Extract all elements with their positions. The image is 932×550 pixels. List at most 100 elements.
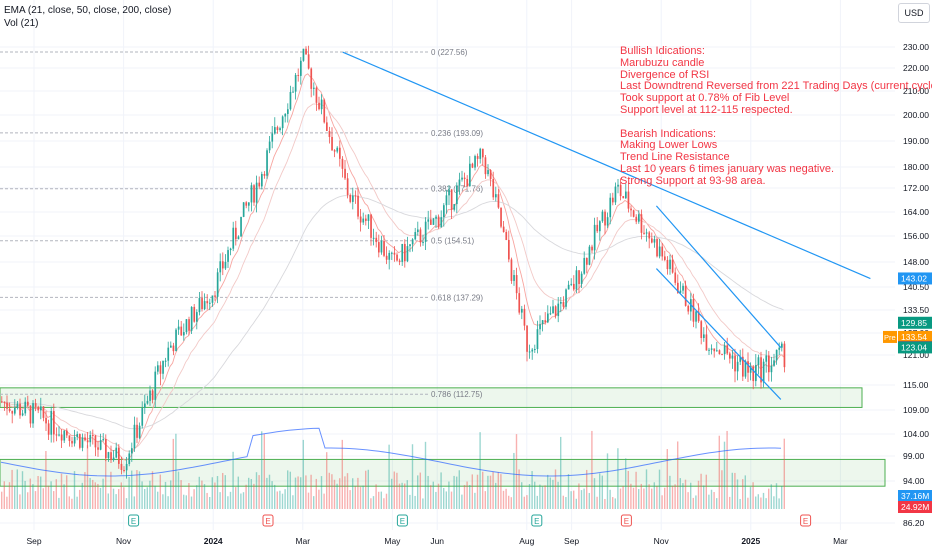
volume-bar (248, 477, 250, 509)
price-axis[interactable]: 230.00 220.00 210.00 200.00 190.00 180.00 172.… (883, 0, 932, 550)
volume-bar (409, 494, 411, 509)
volume-bar (554, 469, 557, 509)
candle-body (313, 87, 315, 89)
volume-bar (63, 484, 65, 509)
volume-bar (528, 484, 531, 509)
time-axis[interactable]: Sep Nov 2024 Mar May Jun Aug Sep Nov 2025 Mar (26, 536, 847, 546)
bearish-note: Strong Support at 93-98 area. (620, 174, 766, 187)
volume-bar (404, 483, 406, 509)
candle-body (432, 218, 435, 225)
volume-bar (172, 438, 174, 509)
volume-bar (315, 478, 317, 509)
candle-body (661, 246, 664, 257)
volume-bar (336, 483, 338, 509)
volume-bar (175, 433, 177, 509)
volume-bar (367, 469, 369, 509)
volume-bar (466, 481, 468, 509)
volume-bar (266, 477, 268, 509)
candle-body (263, 174, 266, 176)
volume-bar (521, 482, 523, 509)
candle-body (700, 321, 703, 339)
volume-bar (47, 485, 50, 509)
volume-bar (450, 491, 453, 509)
volume-bar (534, 481, 536, 509)
volume-bar (287, 470, 289, 509)
candle-body (461, 177, 463, 180)
candle-body (749, 366, 752, 373)
candle-body (229, 248, 232, 251)
volume-bar (138, 471, 141, 509)
volume-bar (708, 494, 710, 509)
volume-bar (643, 488, 645, 509)
volume-bar (640, 483, 642, 509)
volume-bar (622, 486, 624, 509)
price-badge (898, 330, 932, 343)
candle-body (697, 311, 700, 322)
volume-bar (258, 475, 260, 509)
volume-bar (253, 483, 255, 509)
earnings-marker-label: E (534, 517, 539, 526)
volume-bar (42, 488, 44, 509)
candle-body (614, 186, 617, 203)
axis-tick-label: 156.00 (903, 231, 929, 241)
volume-bar (651, 488, 653, 509)
price-badge-label: 129.85 (901, 318, 927, 328)
axis-tick-label: 172.00 (903, 183, 929, 193)
candle-body (469, 163, 471, 187)
candle-body (391, 252, 393, 254)
ema-legend[interactable]: EMA (21, close, 50, close, 200, close) (4, 5, 172, 16)
candle-body (206, 301, 209, 304)
candle-body (136, 424, 138, 438)
candle-body (417, 229, 419, 233)
earnings-marker-label: E (803, 517, 808, 526)
price-badge (898, 272, 932, 285)
volume-bar (346, 473, 349, 509)
volume-bar (118, 489, 120, 509)
candle-body (612, 197, 614, 203)
candle-body (666, 259, 669, 270)
candle-body (562, 302, 565, 307)
candle-body (276, 127, 279, 131)
volume-bar (354, 486, 356, 509)
time-axis-label: Nov (116, 536, 132, 546)
volume-bar (123, 487, 125, 509)
fib-label: 0.236 (193.09) (431, 129, 483, 138)
volume-bar (580, 490, 583, 509)
vol-legend[interactable]: Vol (21) (4, 18, 39, 29)
volume-bar (765, 498, 767, 509)
volume-bar (417, 475, 419, 509)
volume-bar (583, 488, 585, 509)
candle-body (744, 361, 747, 377)
volume-bar (68, 496, 70, 509)
candle-body (601, 211, 604, 222)
candle-body (73, 436, 76, 444)
candle-body (112, 457, 115, 461)
volume-bar (380, 491, 382, 509)
candle-body (94, 435, 97, 448)
currency-badge[interactable]: USD (898, 3, 930, 23)
volume-bar (120, 482, 122, 509)
candle-body (651, 238, 653, 243)
volume-bar (250, 479, 252, 509)
volume-bar (609, 489, 611, 509)
volume-bar (375, 484, 377, 509)
candle-body (570, 283, 573, 285)
volume-bar (487, 475, 489, 509)
candle-body (375, 237, 378, 243)
candle-body (726, 345, 729, 354)
candle-body (47, 423, 50, 435)
axis-tick-label: 190.00 (903, 136, 929, 146)
candle-body (224, 261, 227, 269)
candle-body (729, 353, 731, 359)
candle-body (406, 246, 409, 262)
volume-bar (664, 487, 666, 509)
volume-bar (313, 496, 315, 509)
candle-body (92, 434, 94, 436)
candle-body (300, 60, 302, 76)
candle-body (573, 283, 575, 290)
candle-body (289, 91, 292, 110)
candle-body (723, 345, 726, 355)
candle-body (713, 348, 716, 352)
volume-bar (713, 492, 715, 509)
